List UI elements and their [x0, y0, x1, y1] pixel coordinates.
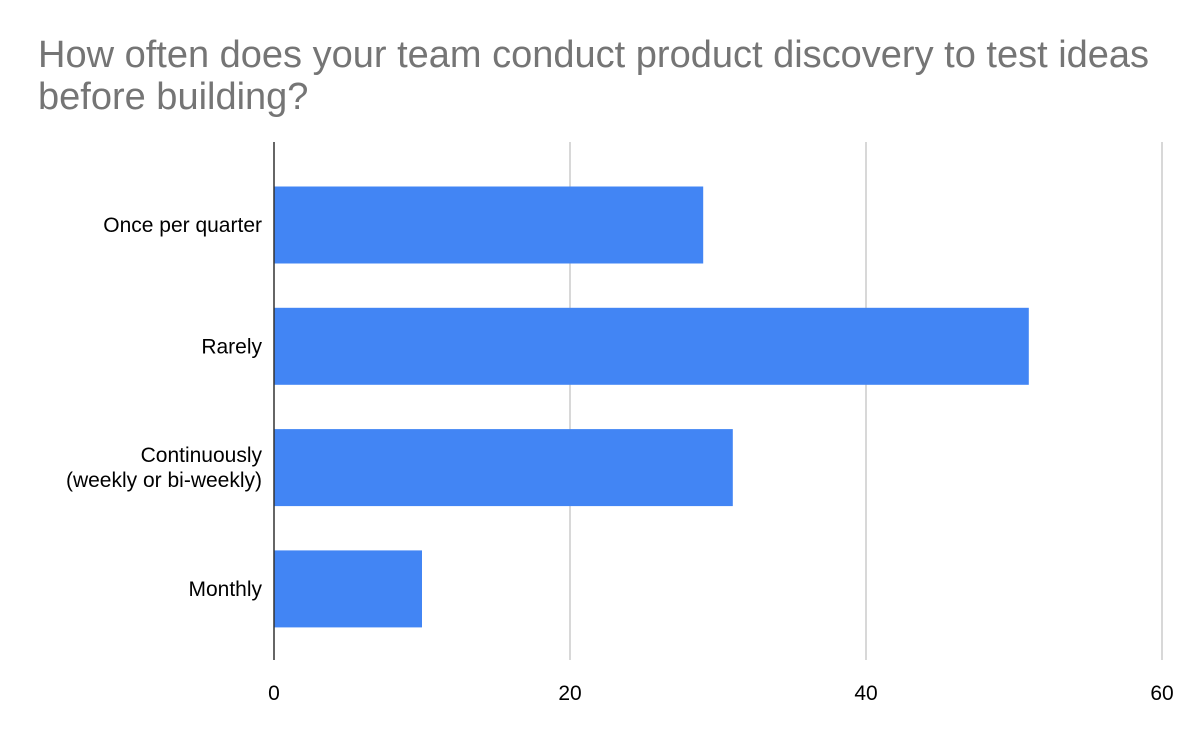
- bar: [274, 307, 1029, 385]
- bar: [274, 186, 704, 264]
- category-label: Rarely: [201, 335, 262, 358]
- x-tick-label: 40: [854, 682, 877, 705]
- bars: [274, 186, 1029, 628]
- category-label: Once per quarter: [103, 214, 262, 237]
- category-labels: Once per quarter Rarely Continuously (weekl…: [66, 214, 263, 601]
- x-tick-label: 0: [268, 682, 280, 705]
- category-label: Monthly: [188, 578, 262, 601]
- x-tick-label: 20: [558, 682, 581, 705]
- chart-title: How often does your team conduct product…: [38, 34, 1150, 118]
- bar: [274, 550, 422, 628]
- x-tick-label: 60: [1150, 682, 1173, 705]
- x-tick-labels: 0 20 40 60: [268, 682, 1174, 705]
- category-label: Continuously (weekly or bi-weekly): [66, 444, 263, 492]
- bar: [274, 429, 733, 507]
